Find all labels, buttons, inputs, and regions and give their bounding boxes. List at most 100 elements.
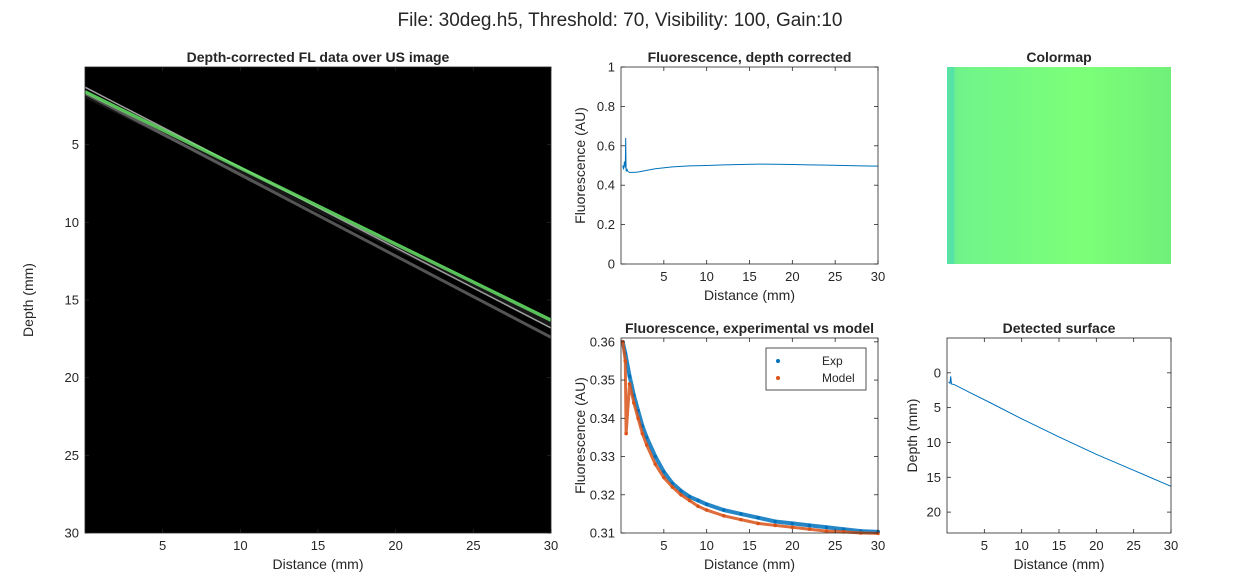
x-tick-label: 15 — [742, 269, 756, 284]
x-tick-label: 5 — [159, 538, 166, 553]
panel-title: Depth-corrected FL data over US image — [187, 49, 450, 65]
x-axis-label: Distance (mm) — [1013, 556, 1104, 572]
data-point-model — [636, 416, 640, 421]
x-tick-label: 30 — [871, 269, 885, 284]
y-tick-label: 0.35 — [590, 373, 615, 388]
y-tick-label: 10 — [927, 435, 941, 450]
colormap-image — [947, 67, 1171, 264]
panel-title: Colormap — [1026, 49, 1091, 65]
y-tick-label: 25 — [65, 448, 79, 463]
x-axis-label: Distance (mm) — [704, 556, 795, 572]
legend: Exp Model — [765, 347, 867, 391]
data-point-model — [632, 401, 636, 405]
x-tick-label: 30 — [871, 538, 885, 553]
data-point-model — [773, 523, 777, 528]
y-axis-label: Depth (mm) — [904, 399, 920, 473]
data-point-model — [662, 475, 666, 480]
x-tick-label: 5 — [981, 538, 988, 553]
x-tick-label: 10 — [1014, 538, 1028, 553]
data-point-exp — [627, 374, 632, 379]
data-point-model — [687, 498, 692, 503]
data-point-exp — [773, 519, 777, 524]
y-tick-label: 15 — [65, 293, 79, 308]
y-tick-label: 0 — [934, 365, 941, 380]
data-point-model — [627, 382, 632, 386]
fluorescence-depth-corrected-panel: 5 10 15 20 25 30 0 0.2 0.4 0.6 0.8 1 Distance (mm) Fl… — [572, 49, 885, 303]
y-tick-label: 0 — [608, 257, 615, 272]
colormap-panel: Colormap — [947, 49, 1171, 264]
data-point-model — [696, 504, 700, 509]
data-point-model — [807, 527, 812, 531]
data-point-model — [623, 359, 628, 363]
data-point-exp — [722, 508, 726, 512]
x-tick-label: 20 — [785, 269, 799, 284]
figure-suptitle: File: 30deg.h5, Threshold: 70, Visibilit… — [397, 10, 842, 31]
us-speckle-haze — [83, 92, 553, 326]
y-axis-label: Depth (mm) — [20, 263, 36, 337]
data-point-model — [722, 513, 726, 518]
data-point-model — [739, 517, 743, 522]
us-reflection-band — [84, 92, 552, 339]
x-tick-label: 15 — [1052, 538, 1066, 553]
x-tick-label: 20 — [388, 538, 402, 553]
legend-box — [765, 347, 867, 391]
fluorescence-line — [622, 137, 879, 173]
y-axis-label: Fluorescence (AU) — [572, 377, 588, 494]
y-tick-label: 1 — [608, 60, 615, 75]
legend-marker-exp — [776, 359, 780, 363]
data-point-model — [704, 508, 709, 512]
data-point-exp — [756, 515, 760, 520]
data-point-exp — [644, 435, 649, 440]
panel-title: Detected surface — [1003, 320, 1116, 336]
data-point-model — [824, 529, 829, 533]
y-tick-label: 0.34 — [590, 411, 615, 426]
panel-title: Fluorescence, experimental vs model — [625, 320, 874, 336]
y-tick-label: 0.2 — [597, 217, 615, 232]
us-reflection-band — [84, 90, 552, 322]
data-point-exp — [696, 498, 700, 503]
data-point-model — [640, 431, 645, 436]
y-tick-label: 20 — [927, 505, 941, 520]
data-point-exp — [739, 512, 743, 516]
x-axis-label: Distance (mm) — [272, 556, 363, 572]
data-point-model — [653, 462, 658, 466]
data-point-exp — [841, 527, 846, 531]
data-point-model — [670, 485, 675, 489]
data-point-model — [679, 492, 683, 497]
y-tick-label: 5 — [934, 400, 941, 415]
data-point-model — [790, 525, 795, 530]
x-tick-label: 30 — [1164, 538, 1178, 553]
us-image-panel: 5 10 15 20 25 30 5 10 15 20 25 30 Distance (mm) Depth… — [20, 49, 558, 572]
data-point-exp — [662, 470, 666, 474]
x-tick-label: 20 — [785, 538, 799, 553]
us-image-background — [85, 67, 551, 533]
y-tick-label: 5 — [72, 137, 79, 152]
axes-background — [947, 338, 1171, 533]
surface-line — [948, 376, 1172, 487]
data-point-exp — [704, 502, 709, 507]
x-tick-label: 10 — [699, 269, 713, 284]
x-tick-label: 10 — [699, 538, 713, 553]
x-tick-label: 25 — [828, 269, 842, 284]
x-axis-label: Distance (mm) — [704, 287, 795, 303]
data-point-exp — [790, 521, 795, 526]
fluorescence-exp-vs-model-panel: 5 10 15 20 25 30 0.31 0.32 0.33 0.34 0.35 0.36 Dista… — [572, 320, 885, 572]
y-tick-label: 0.6 — [597, 138, 615, 153]
y-axis-label: Fluorescence (AU) — [572, 107, 588, 224]
data-point-exp — [653, 454, 658, 459]
x-tick-label: 15 — [311, 538, 325, 553]
y-tick-label: 0.31 — [590, 526, 615, 541]
y-tick-label: 20 — [65, 370, 79, 385]
x-tick-label: 5 — [660, 538, 667, 553]
x-tick-label: 25 — [1126, 538, 1140, 553]
y-tick-label: 0.33 — [590, 449, 615, 464]
data-point-model — [756, 521, 760, 526]
x-tick-label: 15 — [742, 538, 756, 553]
y-tick-label: 15 — [927, 470, 941, 485]
y-tick-label: 10 — [65, 215, 79, 230]
data-point-exp — [824, 525, 829, 530]
data-point-model — [624, 431, 628, 436]
x-tick-label: 5 — [660, 269, 667, 284]
data-point-exp — [807, 523, 812, 528]
